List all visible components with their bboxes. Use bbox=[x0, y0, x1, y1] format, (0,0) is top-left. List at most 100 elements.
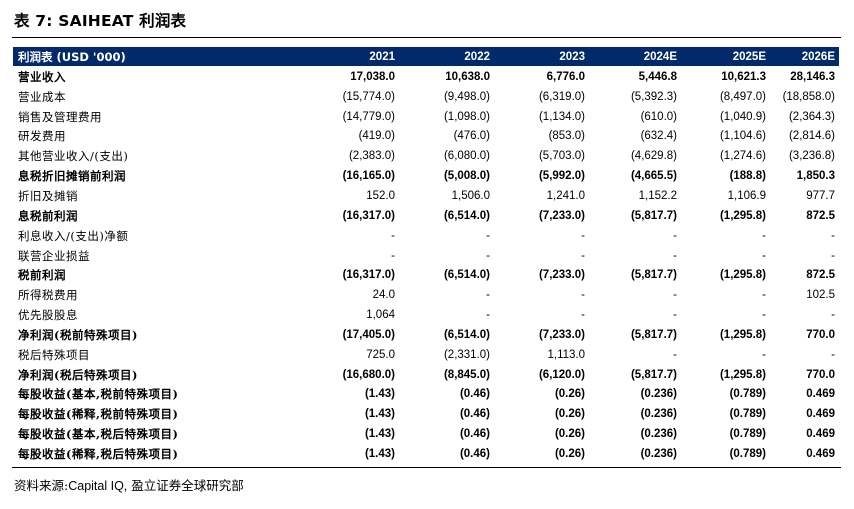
row-value: (0.789) bbox=[729, 447, 766, 460]
row-value: (6,514.0) bbox=[443, 209, 490, 222]
row-value: (419.0) bbox=[358, 130, 395, 143]
row-value: 1,506.0 bbox=[451, 189, 490, 202]
row-value: - bbox=[581, 289, 585, 302]
row-value: - bbox=[762, 289, 766, 302]
row-value: 5,446.8 bbox=[638, 70, 677, 83]
row-value: 17,038.0 bbox=[350, 70, 395, 83]
row-value: (0.46) bbox=[459, 428, 490, 441]
row-value: 0.469 bbox=[806, 447, 835, 460]
row-label: 每股收益(基本,税前特殊项目) bbox=[18, 387, 179, 402]
header-label: 利润表 (USD '000) bbox=[18, 49, 126, 64]
row-value: 1,152.2 bbox=[638, 189, 677, 202]
row-value: (1.43) bbox=[364, 447, 395, 460]
row-value: 0.469 bbox=[806, 428, 835, 441]
row-value: 770.0 bbox=[806, 368, 835, 381]
row-value: (6,080.0) bbox=[443, 150, 490, 163]
row-value: (188.8) bbox=[729, 170, 766, 183]
row-value: 1,850.3 bbox=[796, 170, 835, 183]
row-value: (9,498.0) bbox=[443, 90, 490, 103]
row-value: (8,845.0) bbox=[443, 368, 490, 381]
row-value: (632.4) bbox=[640, 130, 677, 143]
income-statement-table: 利润表 (USD '000) 2021 2022 2023 2024E 2025… bbox=[13, 47, 839, 464]
row-value: (3,236.8) bbox=[788, 150, 835, 163]
row-value: 1,064 bbox=[366, 309, 395, 322]
table-row: 销售及管理费用 (14,779.0) (1,098.0) (1,134.0) (610.… bbox=[13, 107, 839, 127]
row-value: 0.469 bbox=[806, 388, 835, 401]
row-value: 977.7 bbox=[806, 189, 835, 202]
row-label: 税前利润 bbox=[18, 268, 66, 283]
row-value: (2,364.3) bbox=[788, 110, 835, 123]
table-row: 所得税费用 24.0 - - - - 102.5 bbox=[13, 285, 839, 305]
table-header-row: 利润表 (USD '000) 2021 2022 2023 2024E 2025… bbox=[13, 47, 839, 66]
header-year-2025e: 2025E bbox=[732, 50, 766, 63]
title-divider bbox=[12, 37, 841, 38]
row-value: (853.0) bbox=[548, 130, 585, 143]
row-label: 销售及管理费用 bbox=[18, 109, 102, 124]
row-value: - bbox=[391, 229, 395, 242]
table-row: 其他营业收入/(支出) (2,383.0) (6,080.0) (5,703.0) (4… bbox=[13, 146, 839, 166]
row-value: - bbox=[762, 249, 766, 262]
table-row: 营业收入 17,038.0 10,638.0 6,776.0 5,446.8 10,621… bbox=[13, 67, 839, 87]
table-row: 税后特殊项目 725.0 (2,331.0) 1,113.0 - - - bbox=[13, 345, 839, 365]
row-value: - bbox=[831, 229, 835, 242]
table-row: 每股收益(稀释,税后特殊项目) (1.43) (0.46) (0.26) (0.236)… bbox=[13, 444, 839, 464]
row-value: (1.43) bbox=[364, 388, 395, 401]
row-value: - bbox=[673, 289, 677, 302]
row-value: - bbox=[831, 309, 835, 322]
row-value: - bbox=[581, 249, 585, 262]
table-title: 表 7: SAIHEAT 利润表 bbox=[14, 12, 187, 30]
row-value: (0.46) bbox=[459, 408, 490, 421]
row-value: (2,383.0) bbox=[348, 150, 395, 163]
row-value: (1,104.6) bbox=[719, 130, 766, 143]
row-value: (610.0) bbox=[640, 110, 677, 123]
header-year-2022: 2022 bbox=[464, 50, 490, 63]
row-value: 770.0 bbox=[806, 328, 835, 341]
row-label: 营业收入 bbox=[18, 69, 66, 84]
row-value: (18,858.0) bbox=[782, 90, 835, 103]
row-value: - bbox=[486, 289, 490, 302]
row-value: (5,817.7) bbox=[630, 209, 677, 222]
table-body: 营业收入 17,038.0 10,638.0 6,776.0 5,446.8 10,621… bbox=[13, 67, 839, 464]
row-value: - bbox=[391, 249, 395, 262]
row-value: 1,106.9 bbox=[727, 189, 766, 202]
row-value: (0.236) bbox=[640, 408, 677, 421]
row-value: - bbox=[673, 229, 677, 242]
row-value: (14,779.0) bbox=[342, 110, 395, 123]
row-label: 联营企业损益 bbox=[18, 248, 90, 263]
row-value: (1,295.8) bbox=[719, 368, 766, 381]
row-value: (2,331.0) bbox=[443, 348, 490, 361]
row-label: 其他营业收入/(支出) bbox=[18, 149, 129, 164]
table-row: 净利润(税后特殊项目) (16,680.0) (8,845.0) (6,120.0) (… bbox=[13, 365, 839, 385]
header-year-2021: 2021 bbox=[369, 50, 395, 63]
table-row: 税前利润 (16,317.0) (6,514.0) (7,233.0) (5,817.7… bbox=[13, 265, 839, 285]
row-value: 725.0 bbox=[366, 348, 395, 361]
row-label: 息税前利润 bbox=[18, 208, 78, 223]
row-value: - bbox=[762, 309, 766, 322]
row-value: 152.0 bbox=[366, 189, 395, 202]
row-value: (6,120.0) bbox=[538, 368, 585, 381]
row-label: 息税折旧摊销前利润 bbox=[18, 169, 126, 184]
row-value: - bbox=[486, 229, 490, 242]
row-value: 28,146.3 bbox=[790, 70, 835, 83]
row-value: (6,319.0) bbox=[538, 90, 585, 103]
row-value: 6,776.0 bbox=[546, 70, 585, 83]
row-value: - bbox=[486, 249, 490, 262]
table-row: 息税折旧摊销前利润 (16,165.0) (5,008.0) (5,992.0) (4,… bbox=[13, 166, 839, 186]
row-value: - bbox=[831, 348, 835, 361]
row-label: 折旧及摊销 bbox=[18, 188, 78, 203]
row-value: - bbox=[673, 249, 677, 262]
row-value: (0.789) bbox=[729, 428, 766, 441]
row-value: - bbox=[831, 249, 835, 262]
table-row: 每股收益(基本,税前特殊项目) (1.43) (0.46) (0.26) (0.236)… bbox=[13, 385, 839, 405]
row-value: (0.26) bbox=[554, 408, 585, 421]
row-label: 营业成本 bbox=[18, 89, 66, 104]
row-value: (0.789) bbox=[729, 388, 766, 401]
row-value: (1,040.9) bbox=[719, 110, 766, 123]
row-value: (1,274.6) bbox=[719, 150, 766, 163]
row-value: (1,295.8) bbox=[719, 328, 766, 341]
row-value: (4,629.8) bbox=[630, 150, 677, 163]
row-value: (0.236) bbox=[640, 447, 677, 460]
row-label: 每股收益(稀释,税前特殊项目) bbox=[18, 407, 179, 422]
row-value: 1,113.0 bbox=[547, 348, 585, 361]
row-value: (4,665.5) bbox=[630, 170, 677, 183]
